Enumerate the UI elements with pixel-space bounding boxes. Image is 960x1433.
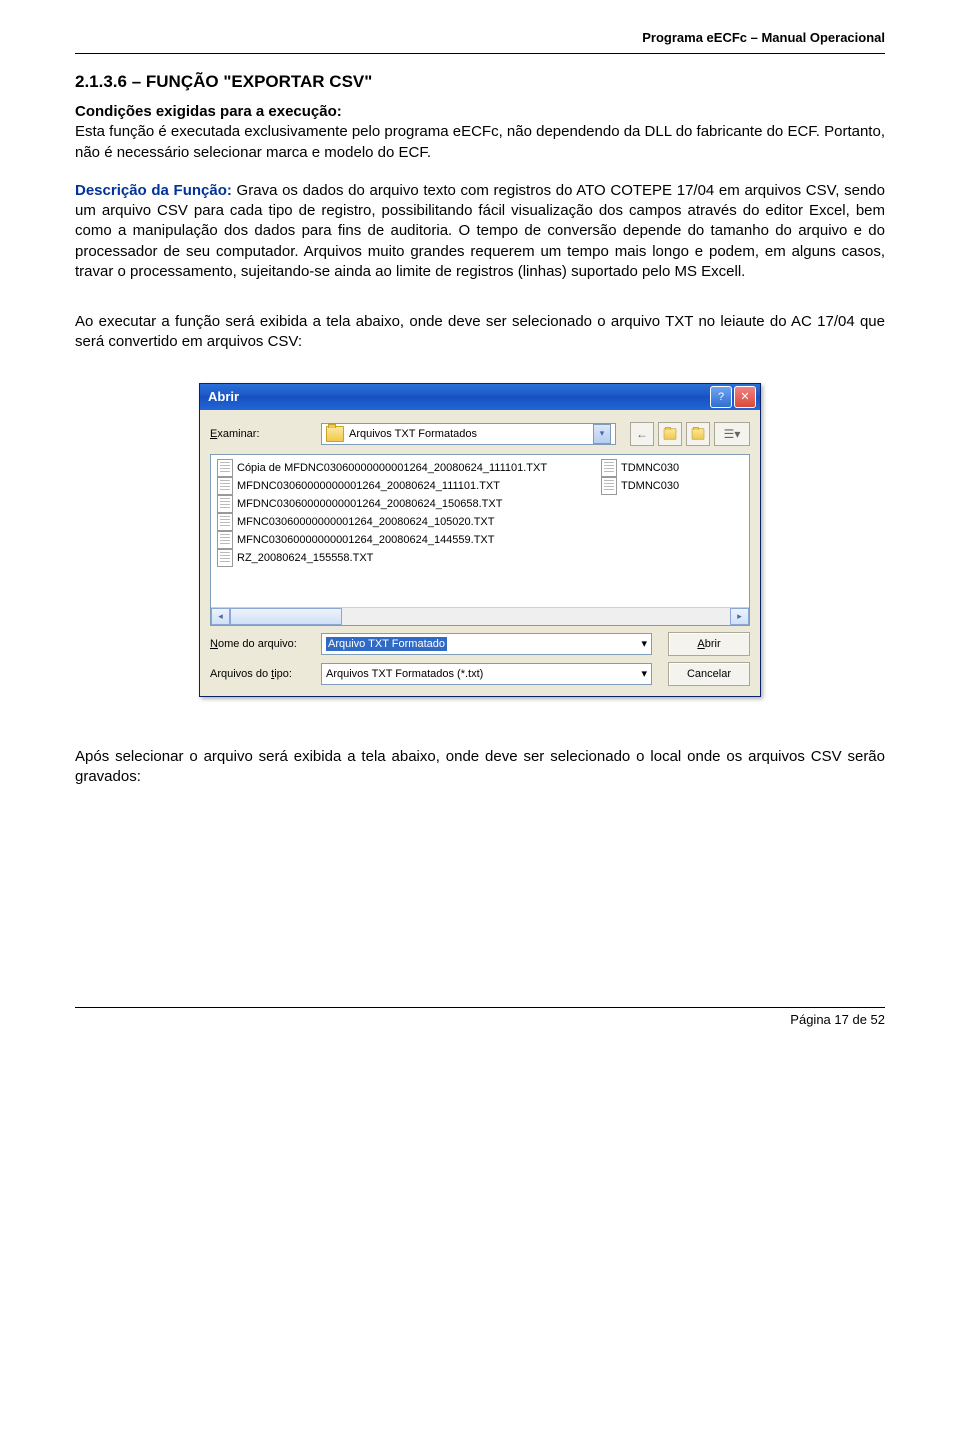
text-file-icon — [601, 477, 617, 495]
description-label: Descrição da Função: — [75, 182, 232, 199]
scroll-thumb[interactable] — [230, 608, 342, 625]
page-number: Página 17 de 52 — [75, 1008, 885, 1027]
examine-label: Examinar: — [210, 428, 315, 440]
text-file-icon — [217, 495, 233, 513]
conditions-label: Condições exigidas para a execução: — [75, 103, 342, 120]
help-icon[interactable]: ? — [710, 386, 732, 408]
file-name: TDMNC030 — [621, 462, 679, 474]
file-name: MFNC03060000000001264_20080624_105020.TX… — [237, 516, 495, 528]
new-folder-button[interactable] — [686, 422, 710, 446]
file-name: Cópia de MFDNC03060000000001264_20080624… — [237, 462, 547, 474]
text-file-icon — [217, 531, 233, 549]
file-name: MFDNC03060000000001264_20080624_111101.T… — [237, 480, 500, 492]
horizontal-scrollbar[interactable]: ◂ ▸ — [211, 607, 749, 625]
folder-name: Arquivos TXT Formatados — [349, 428, 588, 440]
chevron-down-icon[interactable]: ▾ — [641, 667, 647, 680]
section-heading: 2.1.3.6 – FUNÇÃO "EXPORTAR CSV" — [75, 72, 885, 92]
file-name: RZ_20080624_155558.TXT — [237, 552, 373, 564]
text-file-icon — [217, 477, 233, 495]
folder-icon — [326, 426, 344, 442]
filetype-combo[interactable]: Arquivos TXT Formatados (*.txt) ▾ — [321, 663, 652, 685]
close-icon[interactable]: ✕ — [734, 386, 756, 408]
folder-up-icon — [664, 428, 677, 439]
file-item[interactable]: MFNC03060000000001264_20080624_144559.TX… — [215, 531, 595, 549]
after-text: Após selecionar o arquivo será exibida a… — [75, 747, 885, 788]
text-file-icon — [217, 549, 233, 567]
open-file-dialog: Abrir ? ✕ Examinar: Arquivos TXT Formata… — [199, 383, 761, 697]
folder-combo[interactable]: Arquivos TXT Formatados ▾ — [321, 423, 616, 445]
file-name: MFNC03060000000001264_20080624_144559.TX… — [237, 534, 495, 546]
scroll-right-icon[interactable]: ▸ — [730, 608, 749, 625]
doc-header-title: Programa eECFc – Manual Operacional — [75, 30, 885, 47]
text-file-icon — [217, 513, 233, 531]
filename-label: Nome do arquivo: — [210, 638, 315, 650]
chevron-down-icon[interactable]: ▾ — [641, 637, 647, 650]
file-item[interactable]: Cópia de MFDNC03060000000001264_20080624… — [215, 459, 595, 477]
header-rule — [75, 53, 885, 54]
dialog-titlebar: Abrir ? ✕ — [200, 384, 760, 410]
cancel-button[interactable]: Cancelar — [668, 662, 750, 686]
new-folder-icon — [692, 428, 705, 439]
conditions-text: Esta função é executada exclusivamente p… — [75, 123, 885, 160]
scroll-left-icon[interactable]: ◂ — [211, 608, 230, 625]
file-name: TDMNC030 — [621, 480, 679, 492]
file-list-pane[interactable]: Cópia de MFDNC03060000000001264_20080624… — [210, 454, 750, 626]
exec-text: Ao executar a função será exibida a tela… — [75, 312, 885, 353]
open-button[interactable]: Abrir — [668, 632, 750, 656]
filetype-value: Arquivos TXT Formatados (*.txt) — [326, 668, 641, 680]
view-menu-button[interactable]: ☰▾ — [714, 422, 750, 446]
file-item[interactable]: MFDNC03060000000001264_20080624_150658.T… — [215, 495, 595, 513]
up-button[interactable] — [658, 422, 682, 446]
text-file-icon — [601, 459, 617, 477]
file-item[interactable]: TDMNC030 — [599, 459, 749, 477]
file-item[interactable]: MFDNC03060000000001264_20080624_111101.T… — [215, 477, 595, 495]
text-file-icon — [217, 459, 233, 477]
chevron-down-icon[interactable]: ▾ — [593, 424, 611, 444]
file-item[interactable]: MFNC03060000000001264_20080624_105020.TX… — [215, 513, 595, 531]
file-name: MFDNC03060000000001264_20080624_150658.T… — [237, 498, 502, 510]
filename-input[interactable]: Arquivo TXT Formatado ▾ — [321, 633, 652, 655]
file-item[interactable]: TDMNC030 — [599, 477, 749, 495]
filename-value: Arquivo TXT Formatado — [326, 637, 447, 651]
filetype-label: Arquivos do tipo: — [210, 668, 315, 680]
file-item[interactable]: RZ_20080624_155558.TXT — [215, 549, 595, 567]
dialog-title: Abrir — [208, 389, 710, 404]
back-button[interactable]: ← — [630, 422, 654, 446]
